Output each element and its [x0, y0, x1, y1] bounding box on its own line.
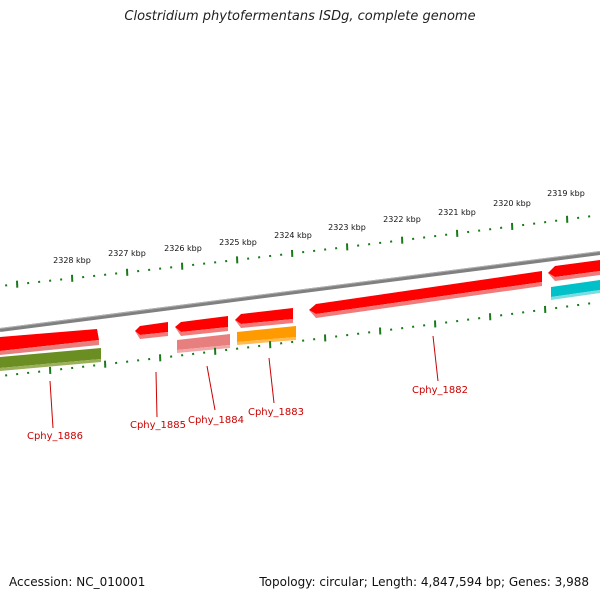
topology-stats-text: Topology: circular; Length: 4,847,594 bp… [259, 575, 589, 589]
gene-label-cphy-1882: Cphy_1882 [412, 385, 468, 396]
gene-cphy-1883-red[interactable] [235, 308, 293, 328]
accession-text: Accession: NC_010001 [9, 575, 146, 589]
scale-label-2327: 2327 kbp [108, 249, 146, 258]
gene-label-lines [49, 335, 439, 429]
genome-backbone [0, 251, 600, 332]
gene-cphy-1884-pink[interactable] [177, 334, 230, 353]
inner-scale-ticks [5, 302, 591, 377]
scale-label-2323: 2323 kbp [328, 223, 366, 232]
gene-cphy-1886-olive[interactable] [0, 348, 101, 371]
gene-label-cphy-1884: Cphy_1884 [188, 415, 244, 426]
gene-cphy-1885[interactable] [135, 322, 168, 339]
scale-label-2325: 2325 kbp [219, 238, 257, 247]
scale-label-2322: 2322 kbp [383, 215, 421, 224]
gene-label-cphy-1886: Cphy_1886 [27, 431, 83, 442]
scale-label-2320: 2320 kbp [493, 199, 531, 208]
scale-label-2321: 2321 kbp [438, 208, 476, 217]
gene-label-cphy-1885: Cphy_1885 [130, 420, 186, 431]
gene-cyan[interactable] [551, 280, 600, 300]
outer-scale-ticks [5, 215, 591, 288]
gene-cphy-1882[interactable] [309, 271, 542, 318]
outer-scale-labels: 2328 kbp 2327 kbp 2326 kbp 2325 kbp 2324… [53, 189, 585, 265]
gene-cphy-1884-red[interactable] [175, 316, 228, 336]
gene-cphy-1883-orange[interactable] [237, 326, 296, 345]
gene-cphy-1887[interactable] [0, 329, 99, 355]
gene-label-cphy-1883: Cphy_1883 [248, 407, 304, 418]
scale-label-2328: 2328 kbp [53, 256, 91, 265]
gene-cphy-1881[interactable] [548, 260, 600, 281]
scale-label-2324: 2324 kbp [274, 231, 312, 240]
scale-label-2326: 2326 kbp [164, 244, 202, 253]
map-title: Clostridium phytofermentans ISDg, comple… [124, 9, 476, 24]
scale-label-2319: 2319 kbp [547, 189, 585, 198]
gene-labels: Cphy_1886 Cphy_1885 Cphy_1884 Cphy_1883 … [27, 385, 468, 442]
